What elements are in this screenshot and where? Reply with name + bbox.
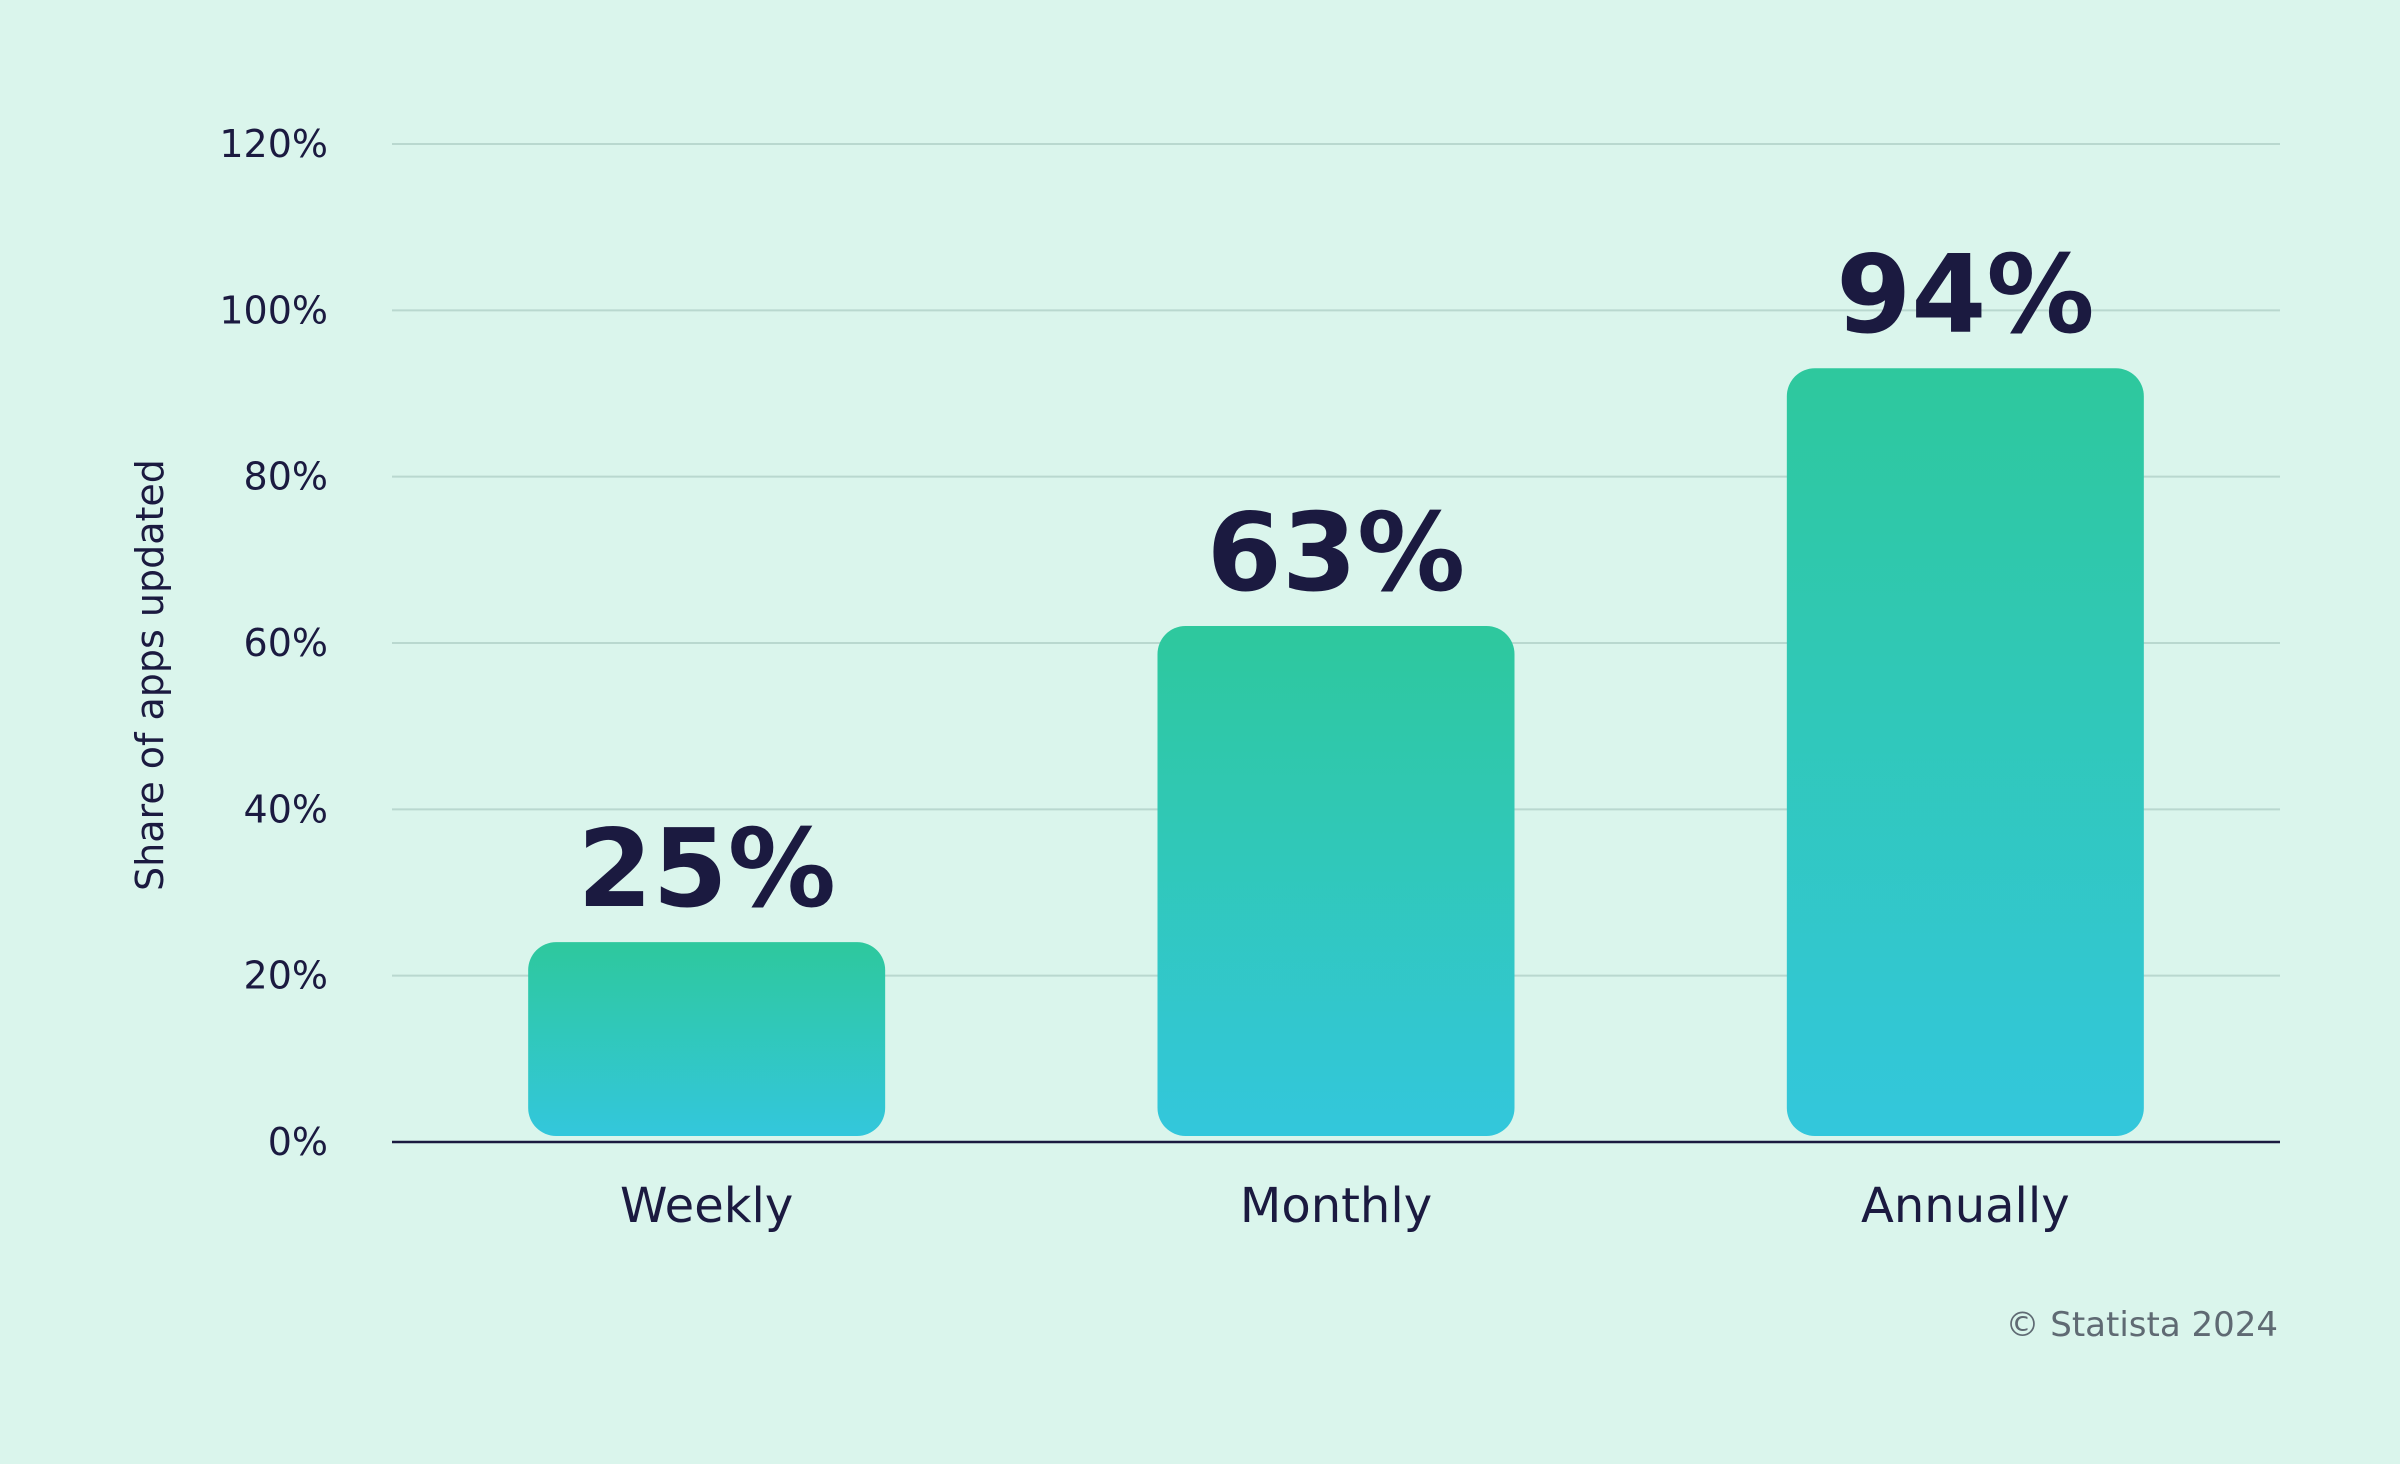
y-tick-label: 120%: [219, 122, 328, 166]
y-tick-label: 40%: [244, 787, 328, 831]
y-axis-title: Share of apps updated: [128, 459, 172, 891]
data-label-monthly: 63%: [1207, 491, 1466, 616]
data-labels: 25% 63% 94%: [577, 233, 2094, 932]
bars: [528, 368, 2144, 1136]
y-tick-label: 60%: [244, 621, 328, 665]
y-tick-label: 100%: [219, 288, 328, 332]
x-tick-label-monthly: Monthly: [1240, 1178, 1432, 1234]
y-axis-ticks: 0% 20% 40% 60% 80% 100% 120%: [219, 122, 328, 1164]
x-axis-labels: Weekly Monthly Annually: [620, 1178, 2070, 1234]
bar-monthly: [1157, 626, 1515, 1136]
bar-weekly: [528, 942, 886, 1136]
y-tick-label: 80%: [244, 455, 328, 499]
source-credit: © Statista 2024: [2005, 1305, 2278, 1345]
bar-annually: [1786, 368, 2144, 1136]
y-tick-label: 0%: [268, 1120, 328, 1164]
x-tick-label-annually: Annually: [1861, 1178, 2070, 1234]
data-label-weekly: 25%: [577, 807, 836, 932]
data-label-annually: 94%: [1836, 233, 2095, 358]
y-tick-label: 20%: [244, 954, 328, 998]
x-tick-label-weekly: Weekly: [620, 1178, 793, 1234]
